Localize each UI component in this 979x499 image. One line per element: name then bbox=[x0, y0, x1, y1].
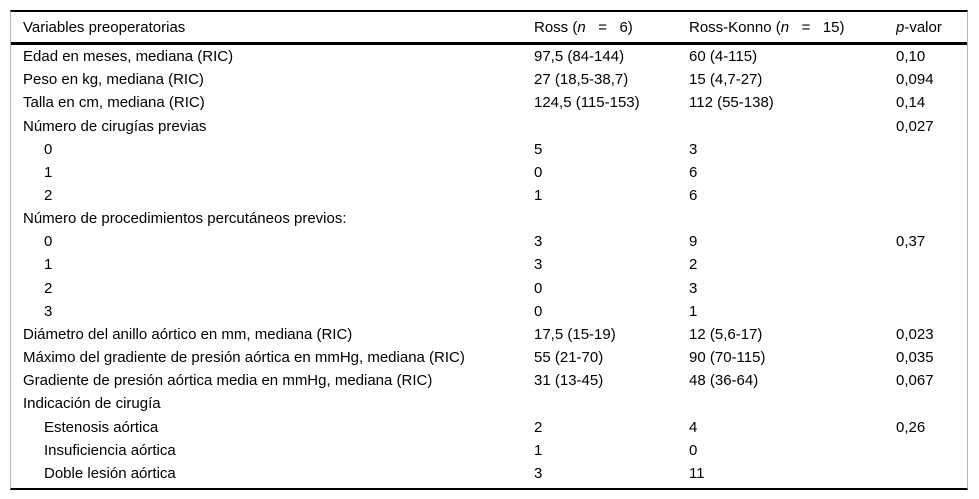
table-body: Edad en meses, mediana (RIC) 97,5 (84-14… bbox=[11, 45, 967, 485]
p-value: 0,094 bbox=[896, 71, 934, 89]
ross-value: 0 bbox=[534, 163, 543, 181]
ross-value: 124,5 (115-153) bbox=[534, 94, 640, 112]
ross-value: 97,5 (84-144) bbox=[534, 48, 625, 66]
table-row: Máximo del gradiente de presión aórtica … bbox=[11, 346, 967, 369]
row-label: Indicación de cirugía bbox=[23, 395, 161, 413]
ross-value: 1 bbox=[534, 441, 543, 459]
row-label: 0 bbox=[44, 140, 53, 158]
header-ross-n: n bbox=[577, 18, 586, 36]
row-label: 2 bbox=[44, 187, 53, 205]
ross-konno-value: 60 (4-115) bbox=[689, 48, 758, 66]
table-row: 1 0 6 bbox=[11, 161, 967, 184]
ross-konno-value: 3 bbox=[689, 279, 698, 297]
ross-value: 27 (18,5-38,7) bbox=[534, 71, 629, 89]
row-label: 2 bbox=[44, 279, 53, 297]
row-label: Talla en cm, mediana (RIC) bbox=[23, 94, 205, 112]
ross-konno-value: 15 (4,7-27) bbox=[689, 71, 763, 89]
table-row: 0 5 3 bbox=[11, 138, 967, 161]
row-label: Máximo del gradiente de presión aórtica … bbox=[23, 349, 465, 367]
header-ross-konno-text: Ross-Konno ( bbox=[689, 18, 781, 36]
row-label: Estenosis aórtica bbox=[44, 418, 159, 436]
row-label: Número de procedimientos percutáneos pre… bbox=[23, 210, 347, 228]
preoperative-variables-table: Variables preoperatorias Ross (n = 6) Ro… bbox=[10, 10, 968, 490]
header-p-valor: p-valor bbox=[896, 19, 967, 36]
header-p-italic: p bbox=[896, 18, 905, 36]
header-ross-count: = 6) bbox=[585, 18, 633, 36]
table-row: 0 3 9 0,37 bbox=[11, 230, 967, 253]
row-label: 3 bbox=[44, 302, 53, 320]
ross-value: 2 bbox=[534, 418, 543, 436]
ross-value: 0 bbox=[534, 279, 543, 297]
ross-value: 3 bbox=[534, 464, 543, 482]
header-variables: Variables preoperatorias bbox=[23, 18, 186, 36]
row-label: 1 bbox=[44, 163, 53, 181]
ross-value: 3 bbox=[534, 256, 543, 274]
ross-konno-value: 112 (55-138) bbox=[689, 94, 774, 112]
table-row: 1 3 2 bbox=[11, 253, 967, 276]
ross-konno-value: 0 bbox=[689, 441, 698, 459]
p-value: 0,10 bbox=[896, 48, 926, 66]
header-ross-konno-count: = 15) bbox=[789, 18, 845, 36]
table-row: 2 1 6 bbox=[11, 184, 967, 207]
row-label: Peso en kg, mediana (RIC) bbox=[23, 71, 204, 89]
table-row: Número de cirugías previas 0,027 bbox=[11, 114, 967, 137]
ross-konno-value: 1 bbox=[689, 302, 698, 320]
table-row: Insuficiencia aórtica 1 0 bbox=[11, 439, 967, 462]
row-label: Número de cirugías previas bbox=[23, 117, 207, 135]
ross-value: 5 bbox=[534, 140, 543, 158]
p-value: 0,26 bbox=[896, 418, 926, 436]
ross-value: 3 bbox=[534, 233, 543, 251]
ross-value: 55 (21-70) bbox=[534, 349, 604, 367]
row-label: Gradiente de presión aórtica media en mm… bbox=[23, 372, 433, 390]
ross-konno-value: 3 bbox=[689, 140, 698, 158]
table-row: Diámetro del anillo aórtico en mm, media… bbox=[11, 323, 967, 346]
table-row: Gradiente de presión aórtica media en mm… bbox=[11, 369, 967, 392]
p-value: 0,067 bbox=[896, 372, 934, 390]
table-header: Variables preoperatorias Ross (n = 6) Ro… bbox=[11, 12, 967, 45]
table-row: Estenosis aórtica 2 4 0,26 bbox=[11, 416, 967, 439]
ross-konno-value: 9 bbox=[689, 233, 698, 251]
row-label: 0 bbox=[44, 233, 53, 251]
ross-value: 1 bbox=[534, 187, 543, 205]
header-ross-text: Ross ( bbox=[534, 18, 578, 36]
table-row: Peso en kg, mediana (RIC) 27 (18,5-38,7)… bbox=[11, 68, 967, 91]
header-ross-konno-n: n bbox=[780, 18, 790, 36]
row-label: Doble lesión aórtica bbox=[44, 464, 176, 482]
ross-konno-value: 12 (5,6-17) bbox=[689, 325, 763, 343]
ross-konno-value: 2 bbox=[689, 256, 698, 274]
row-label: Insuficiencia aórtica bbox=[44, 441, 176, 459]
ross-konno-value: 6 bbox=[689, 163, 698, 181]
table-row: Edad en meses, mediana (RIC) 97,5 (84-14… bbox=[11, 45, 967, 68]
table-row: 2 0 3 bbox=[11, 277, 967, 300]
ross-konno-value: 11 bbox=[689, 464, 705, 482]
ross-value: 17,5 (15-19) bbox=[534, 325, 616, 343]
ross-konno-value: 90 (70-115) bbox=[689, 349, 766, 367]
ross-konno-value: 6 bbox=[689, 187, 698, 205]
ross-value: 0 bbox=[534, 302, 543, 320]
ross-konno-value: 4 bbox=[689, 418, 698, 436]
row-label: 1 bbox=[44, 256, 53, 274]
table-row: 3 0 1 bbox=[11, 300, 967, 323]
header-ross-konno: Ross-Konno (n = 15) bbox=[689, 19, 896, 36]
header-p-suffix: -valor bbox=[904, 18, 942, 36]
ross-konno-value: 48 (36-64) bbox=[689, 372, 759, 390]
row-label: Diámetro del anillo aórtico en mm, media… bbox=[23, 325, 353, 343]
header-ross: Ross (n = 6) bbox=[534, 19, 689, 36]
p-value: 0,023 bbox=[896, 325, 934, 343]
p-value: 0,035 bbox=[896, 349, 934, 367]
row-label: Edad en meses, mediana (RIC) bbox=[23, 48, 234, 66]
p-value: 0,027 bbox=[896, 117, 934, 135]
p-value: 0,37 bbox=[896, 233, 926, 251]
table-row: Indicación de cirugía bbox=[11, 392, 967, 415]
table-row: Número de procedimientos percutáneos pre… bbox=[11, 207, 967, 230]
ross-value: 31 (13-45) bbox=[534, 372, 604, 390]
table-row: Talla en cm, mediana (RIC) 124,5 (115-15… bbox=[11, 91, 967, 114]
p-value: 0,14 bbox=[896, 94, 926, 112]
table-row: Doble lesión aórtica 3 11 bbox=[11, 462, 967, 485]
